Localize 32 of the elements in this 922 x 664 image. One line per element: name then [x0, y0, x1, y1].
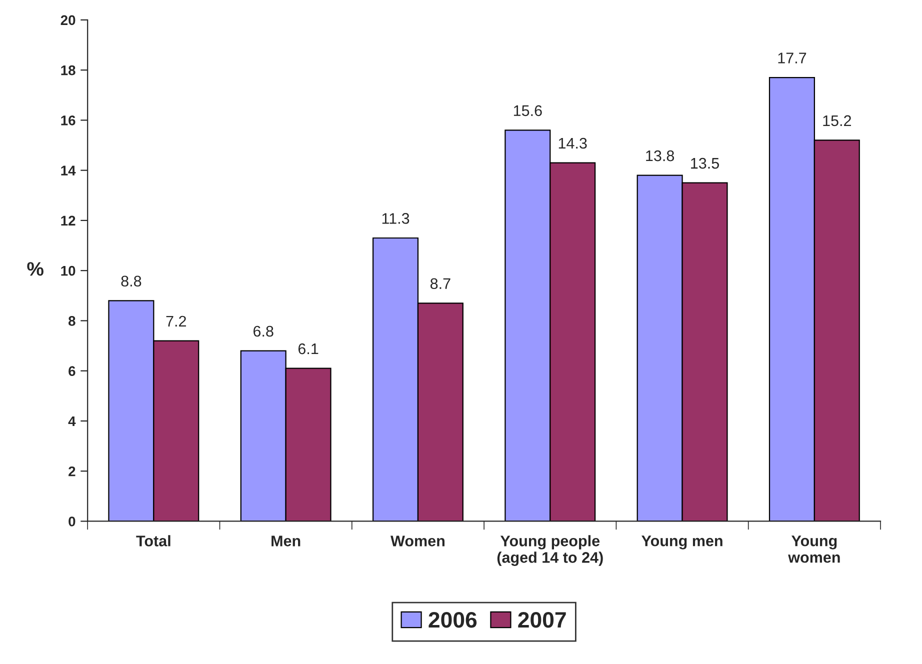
x-tick-label: Women [390, 536, 444, 546]
x-tick-label: Total [136, 535, 170, 546]
y-tick-label: 2 [68, 466, 76, 476]
data-label: 13.8 [646, 150, 674, 162]
y-tick-label: 6 [68, 366, 76, 376]
data-label: 15.2 [823, 115, 851, 126]
data-label: 6.8 [254, 326, 274, 337]
x-tick-label: Men [272, 536, 300, 546]
x-tick-label: Young people (aged 14 to 24) [497, 535, 603, 566]
y-tick-label: 16 [61, 116, 76, 126]
y-tick-label: 10 [61, 266, 76, 276]
legend-label: 2007 [518, 612, 566, 628]
x-tick-label: Young women [788, 536, 840, 563]
data-label: 17.7 [778, 52, 806, 64]
y-tick-label: 20 [60, 15, 76, 26]
data-label: 11.3 [382, 213, 410, 224]
y-tick-label: 12 [61, 216, 76, 226]
data-label: 6.1 [298, 343, 318, 354]
data-label: 8.8 [121, 276, 142, 287]
data-label: 7.2 [166, 316, 186, 326]
x-tick-label: Young men [642, 536, 722, 550]
y-tick-label: 14 [61, 166, 76, 176]
y-axis-title: % [27, 262, 44, 276]
data-label: 8.7 [430, 278, 450, 290]
y-tick-label: 18 [61, 65, 76, 76]
data-label: 15.6 [514, 105, 542, 116]
data-label: 14.3 [558, 138, 587, 149]
y-tick-label: 0 [68, 516, 76, 526]
y-tick-label: 4 [68, 416, 76, 426]
legend-label: 2006 [428, 612, 477, 628]
data-label: 13.5 [691, 158, 719, 169]
y-tick-label: 8 [68, 316, 76, 326]
